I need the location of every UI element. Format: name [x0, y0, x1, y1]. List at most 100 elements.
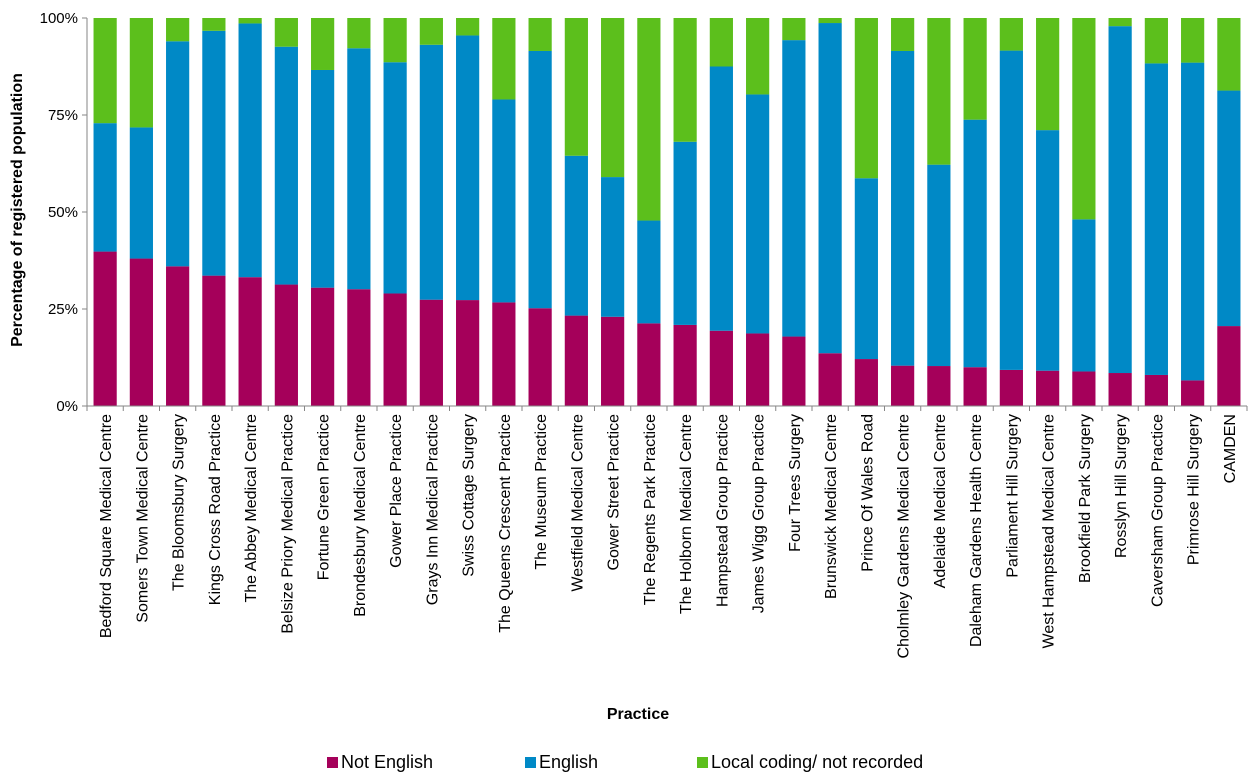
bar-segment-english: [93, 123, 117, 252]
bar-segment-local-coding: [963, 18, 987, 120]
bar-segment-local-coding: [564, 18, 588, 156]
x-tick-label: Belsize Priory Medical Practice: [279, 414, 296, 634]
x-tick-label: Hampstead Group Practice: [714, 414, 731, 607]
bar-segment-local-coding: [1181, 18, 1205, 63]
x-tick-label: Daleham Gardens Health Centre: [968, 414, 985, 647]
bar-segment-not-english: [818, 353, 842, 406]
bar-segment-not-english: [202, 275, 226, 406]
bar-segment-english: [129, 127, 153, 259]
x-tick-label: The Regents Park Practice: [642, 414, 659, 605]
bar-segment-local-coding: [1217, 18, 1241, 91]
bar-segment-not-english: [963, 367, 987, 406]
x-tick-label: The Holborn Medical Centre: [678, 414, 695, 614]
bar-segment-not-english: [891, 365, 915, 406]
bar-segment-local-coding: [818, 18, 842, 24]
bar-segment-english: [1144, 63, 1168, 375]
bar-segment-not-english: [709, 330, 733, 406]
legend: Not English English Local coding/ not reco…: [327, 752, 923, 772]
bar-segment-local-coding: [746, 18, 770, 95]
x-tick-label: Adelaide Medical Centre: [932, 414, 949, 588]
legend-label: English: [539, 752, 598, 772]
bar-segment-local-coding: [709, 18, 733, 67]
bar-segment-not-english: [311, 287, 335, 406]
bar-segment-not-english: [238, 277, 262, 406]
x-tick-label: Caversham Group Practice: [1149, 414, 1166, 607]
bar-segment-local-coding: [1108, 18, 1132, 27]
bar-segment-english: [564, 155, 588, 316]
legend-label: Local coding/ not recorded: [711, 752, 923, 772]
bar-segment-local-coding: [129, 18, 153, 128]
bar-segment-english: [166, 41, 190, 267]
bar-segment-english: [854, 178, 878, 360]
x-tick-label: CAMDEN: [1222, 414, 1239, 483]
bar-segment-english: [274, 46, 298, 285]
x-tick-label: The Bloomsbury Surgery: [171, 414, 188, 591]
bar-segment-english: [746, 94, 770, 334]
bar-segment-not-english: [927, 366, 951, 406]
y-tick-label: 50%: [48, 204, 78, 221]
x-axis-tick-labels: Bedford Square Medical Centre Somers Town…: [98, 414, 1239, 659]
y-tick-label: 25%: [48, 301, 78, 318]
bar-segment-english: [456, 35, 480, 301]
bar-segment-local-coding: [383, 18, 407, 63]
bar-segment-english: [927, 164, 951, 367]
x-tick-label: Somers Town Medical Centre: [134, 414, 151, 623]
bar-segment-local-coding: [274, 18, 298, 47]
x-tick-label: Westfield Medical Centre: [569, 414, 586, 592]
x-tick-label: Grays Inn Medical Practice: [424, 414, 441, 605]
legend-swatch: [697, 757, 708, 768]
bar-segment-english: [528, 50, 552, 309]
x-tick-label: Rosslyn Hill Surgery: [1113, 414, 1130, 558]
bar-segment-local-coding: [1144, 18, 1168, 64]
x-tick-label: Brondesbury Medical Centre: [352, 414, 369, 617]
bar-segment-not-english: [1181, 380, 1205, 406]
bar-segment-english: [1108, 26, 1132, 374]
bar-segment-not-english: [419, 299, 443, 406]
bar-segment-not-english: [564, 315, 588, 406]
x-tick-label: Fortune Green Practice: [316, 414, 333, 580]
bar-segment-local-coding: [601, 18, 625, 178]
bar-segment-english: [419, 44, 443, 300]
y-tick-label: 0%: [56, 398, 78, 415]
x-axis-title: Practice: [607, 706, 669, 723]
bar-segment-english: [1217, 90, 1241, 327]
x-tick-label: The Abbey Medical Centre: [243, 414, 260, 603]
bar-segment-local-coding: [927, 18, 951, 165]
x-tick-label: James Wigg Group Practice: [751, 414, 768, 613]
bar-segment-not-english: [347, 289, 371, 406]
bar-segment-english: [202, 30, 226, 276]
bar-segment-not-english: [166, 266, 190, 406]
x-tick-label: Prince Of Wales Road: [859, 414, 876, 572]
bar-segment-english: [238, 23, 262, 278]
x-tick-label: Bedford Square Medical Centre: [98, 414, 115, 638]
bar-segment-local-coding: [202, 18, 226, 31]
x-tick-label: Parliament Hill Surgery: [1004, 414, 1021, 578]
x-tick-label: Gower Street Practice: [606, 414, 623, 571]
bar-segment-local-coding: [238, 18, 262, 24]
x-tick-label: Primrose Hill Surgery: [1186, 414, 1203, 565]
bar-segment-english: [347, 48, 371, 290]
bar-segment-local-coding: [1072, 18, 1096, 220]
bar-segment-local-coding: [673, 18, 697, 142]
x-tick-label: Swiss Cottage Surgery: [461, 414, 478, 577]
bar-segment-not-english: [93, 251, 117, 406]
bar-segment-local-coding: [347, 18, 371, 49]
y-axis-title: Percentage of registered population: [9, 73, 26, 347]
bar-segment-english: [383, 62, 407, 294]
bar-segment-english: [492, 99, 516, 303]
bar-segment-english: [637, 220, 661, 324]
legend-swatch: [327, 757, 338, 768]
bar-segment-not-english: [274, 284, 298, 406]
bar-segment-not-english: [456, 300, 480, 406]
bar-segment-not-english: [673, 324, 697, 406]
bar-segment-english: [673, 141, 697, 325]
bar-segment-not-english: [1217, 326, 1241, 406]
x-tick-label: Gower Place Practice: [388, 414, 405, 568]
bar-segment-not-english: [1108, 373, 1132, 406]
x-axis-ticks: [86, 406, 1248, 411]
x-tick-label: West Hampstead Medical Centre: [1041, 414, 1058, 649]
bar-segment-not-english: [746, 333, 770, 406]
bar-segment-english: [1072, 219, 1096, 372]
bar-segment-not-english: [528, 308, 552, 406]
